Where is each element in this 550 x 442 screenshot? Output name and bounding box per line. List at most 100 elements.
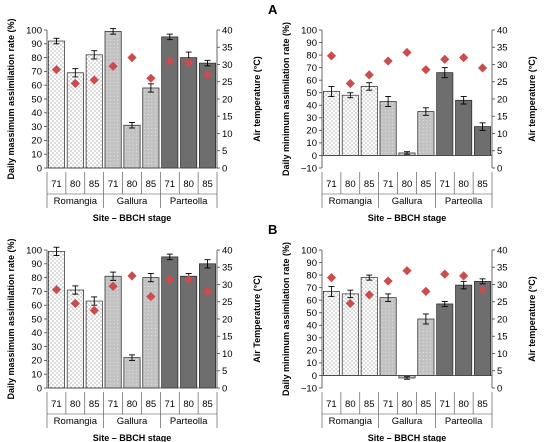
bar-texture-dot (132, 373, 134, 375)
bar-texture-dot (144, 156, 146, 157)
bar-texture-dot (110, 309, 111, 311)
bar-texture-dot (392, 103, 393, 104)
bar (47, 40, 65, 169)
bar-texture-dot (392, 372, 393, 374)
bar-texture-dot (125, 133, 127, 135)
bar-texture-dot (151, 163, 153, 164)
bar-texture-dot (110, 326, 111, 328)
bar-texture-dot (135, 376, 137, 378)
bar-texture-dot (132, 366, 134, 368)
bar-texture-dot (154, 138, 156, 140)
bar-texture-dot (385, 362, 386, 364)
y-tick-label: 80 (31, 53, 42, 64)
x-tick-label: 80 (345, 399, 356, 410)
bar-texture-dot (151, 156, 153, 157)
bar-texture-dot (106, 155, 108, 157)
bar-texture-dot (106, 106, 108, 108)
y2-tick-label: 0 (497, 163, 502, 174)
bar-texture-dot (426, 359, 428, 360)
bar-texture-dot (151, 314, 153, 316)
bar-texture-dot (144, 159, 146, 161)
temperature-marker (402, 47, 412, 58)
site-label: Gallura (392, 416, 423, 427)
bar (180, 275, 198, 389)
bar-texture-dot (381, 337, 383, 339)
bar-texture-dot (381, 327, 383, 329)
bar-texture-dot (128, 373, 130, 375)
bar-texture-dot (110, 130, 111, 132)
bar-texture-dot (151, 128, 153, 129)
bar-texture-dot (151, 96, 153, 98)
bar-texture-dot (132, 154, 134, 156)
bar-texture-dot (426, 137, 428, 139)
bar-texture-dot (151, 338, 153, 340)
bar-texture-dot (113, 99, 115, 101)
bar-texture-dot (117, 99, 118, 101)
bar-texture-dot (426, 113, 428, 114)
y-tick-label: 80 (306, 50, 317, 61)
y-tick-label: 0 (37, 163, 42, 174)
bar-texture-dot (147, 142, 149, 143)
bar-texture-dot (154, 377, 156, 379)
bar-texture-dot (151, 356, 153, 358)
bar-texture-dot (117, 333, 118, 335)
bar-texture-dot (110, 127, 111, 129)
bar-texture-dot (151, 89, 153, 91)
bar-texture-dot (113, 113, 115, 115)
bar-texture-dot (151, 124, 153, 126)
bar-texture-dot (388, 365, 390, 367)
bar-texture-dot (151, 142, 153, 143)
y-tick-label: 100 (301, 245, 317, 256)
bar-texture-dot (385, 309, 386, 311)
bar-texture-dot (117, 134, 118, 136)
bar-texture-dot (106, 64, 108, 66)
bar-texture-dot (429, 144, 431, 146)
bar-texture-dot (113, 277, 115, 279)
bar-texture-dot (385, 127, 386, 129)
bar-texture-dot (106, 333, 108, 335)
y-tick-label: 100 (301, 25, 317, 36)
bar-texture-dot (117, 281, 118, 283)
bar-texture-dot (132, 144, 134, 146)
bar-texture-dot (388, 309, 390, 311)
bar-texture-dot (113, 344, 115, 346)
bar-group (142, 83, 160, 169)
bar-texture-dot (147, 110, 149, 112)
bar-texture-dot (392, 138, 393, 139)
bar-texture-dot (113, 95, 115, 97)
bar-texture-dot (385, 369, 386, 371)
bar-group (455, 96, 473, 156)
bar-texture-dot (147, 117, 149, 119)
bar (417, 318, 435, 376)
bar-texture-dot (125, 373, 127, 375)
bar-texture-dot (154, 131, 156, 133)
bar-texture-dot (110, 53, 111, 55)
bar-texture-dot (106, 354, 108, 356)
bar (417, 111, 435, 156)
bar-texture-dot (117, 151, 118, 153)
bar-texture-dot (147, 300, 149, 302)
bar-texture-dot (110, 302, 111, 304)
bar-texture-dot (154, 152, 156, 154)
bar-texture-dot (392, 120, 393, 122)
bar-texture-dot (110, 361, 111, 363)
bar-texture-dot (426, 141, 428, 142)
bar-texture-dot (106, 330, 108, 332)
bar-texture-dot (388, 344, 390, 346)
bar-texture-dot (392, 348, 393, 350)
bar-texture-dot (381, 106, 383, 108)
bar-texture-dot (132, 137, 134, 139)
bar-texture-dot (144, 370, 146, 372)
bar-texture-dot (110, 148, 111, 150)
bar-texture-dot (151, 121, 153, 122)
x-tick-label: 80 (458, 179, 469, 190)
temperature-marker (402, 266, 412, 276)
bar-texture-dot (135, 130, 137, 132)
bar (474, 281, 492, 376)
bar-texture-dot (422, 137, 424, 139)
bar-texture-dot (117, 127, 118, 129)
bar-texture-dot (381, 365, 383, 367)
bar-texture-dot (110, 106, 111, 108)
bar-texture-dot (151, 282, 153, 284)
bar-texture-dot (154, 107, 156, 108)
